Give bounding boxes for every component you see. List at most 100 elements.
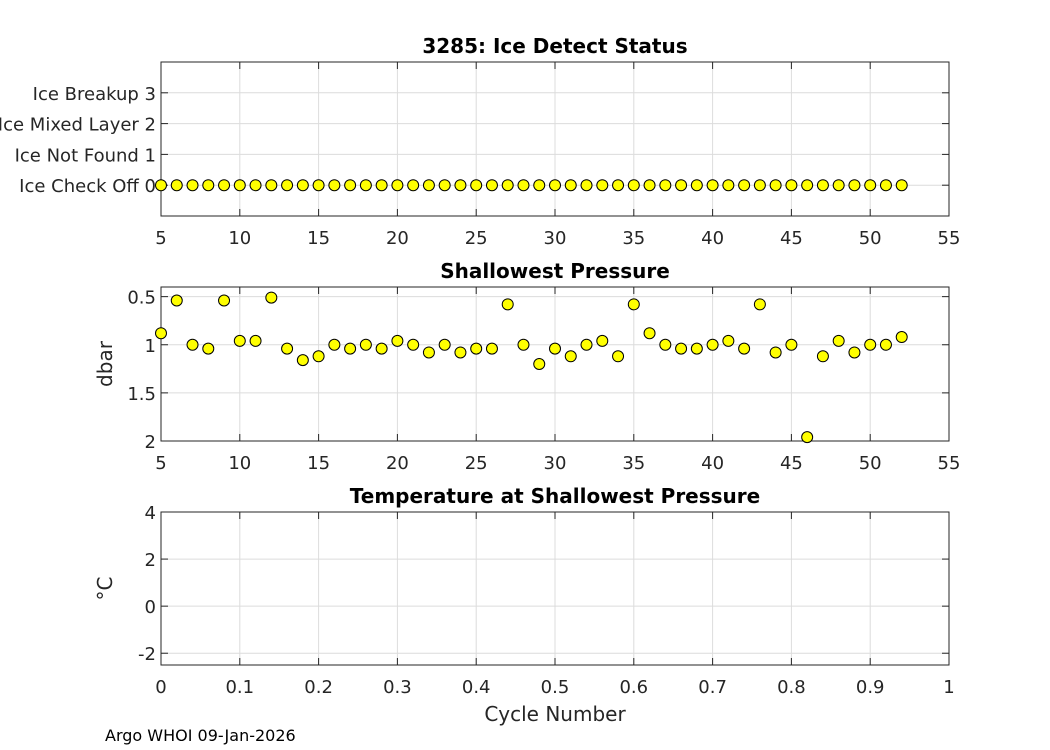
chart-title: 3285: Ice Detect Status (422, 34, 687, 58)
x-tick-label: 0.2 (304, 677, 333, 698)
data-point (596, 179, 609, 192)
data-point (296, 354, 309, 367)
data-point (438, 338, 451, 351)
data-point (832, 334, 845, 347)
y-tick-label: 4 (145, 503, 156, 524)
x-tick-label: 15 (307, 228, 330, 249)
y-tick-label: -2 (138, 644, 156, 665)
data-point (470, 342, 483, 355)
data-point (848, 346, 861, 359)
x-tick-label: 0.1 (225, 677, 254, 698)
y-tick-label: 0.5 (127, 288, 156, 309)
data-point (485, 179, 498, 192)
data-point (879, 338, 892, 351)
x-tick-label: 40 (701, 453, 724, 474)
data-point (470, 179, 483, 192)
footer-credit: Argo WHOI 09-Jan-2026 (105, 726, 296, 745)
x-tick-label: 1 (943, 677, 954, 698)
data-point (155, 327, 167, 340)
y-tick-label: Ice Check Off 0 (19, 176, 156, 197)
x-tick-label: 5 (155, 453, 166, 474)
data-point (407, 179, 420, 192)
data-point (328, 179, 341, 192)
data-point (344, 342, 357, 355)
data-point (832, 179, 845, 192)
data-point (801, 179, 814, 192)
data-point (753, 298, 766, 311)
data-point (375, 179, 388, 192)
y-tick-label: 2 (145, 432, 156, 453)
x-tick-label: 55 (938, 453, 961, 474)
data-point (312, 179, 325, 192)
data-point (627, 298, 640, 311)
data-point (801, 431, 814, 444)
data-point (675, 179, 688, 192)
data-point (659, 338, 672, 351)
data-point (359, 338, 372, 351)
y-tick-label: Ice Not Found 1 (15, 145, 156, 166)
data-point (155, 179, 167, 192)
data-point (359, 179, 372, 192)
x-tick-label: 20 (386, 228, 409, 249)
data-point (202, 342, 215, 355)
data-point (627, 179, 640, 192)
data-point (296, 179, 309, 192)
data-point (170, 179, 183, 192)
data-point (202, 179, 215, 192)
x-tick-label: 0.9 (856, 677, 885, 698)
x-tick-label: 50 (859, 228, 882, 249)
data-point (879, 179, 892, 192)
chart-panel-2: 5 10 15 20 25 30 35 40 45 50 55 0.5 1 1.5 2 Shallowest … (93, 259, 960, 474)
data-point (265, 179, 278, 192)
data-point (422, 179, 435, 192)
x-tick-label: 30 (544, 453, 567, 474)
data-point (281, 342, 294, 355)
x-tick-label: 35 (622, 453, 645, 474)
data-point (769, 179, 782, 192)
data-point (422, 346, 435, 359)
x-tick-label: 0.6 (619, 677, 648, 698)
data-point (186, 179, 199, 192)
data-point (816, 179, 829, 192)
data-point (517, 179, 530, 192)
data-point (249, 179, 262, 192)
data-point (233, 179, 246, 192)
x-tick-label: 25 (465, 453, 488, 474)
data-point (675, 342, 688, 355)
y-tick-label: Ice Mixed Layer 2 (0, 115, 156, 136)
x-tick-label: 50 (859, 453, 882, 474)
data-point (281, 179, 294, 192)
x-tick-label: 0.4 (462, 677, 491, 698)
x-tick-label: 5 (155, 228, 166, 249)
data-point (501, 179, 514, 192)
data-point (690, 342, 703, 355)
data-point (391, 179, 404, 192)
data-point (738, 342, 751, 355)
data-point (344, 179, 357, 192)
x-tick-label: 10 (228, 228, 251, 249)
data-point (375, 342, 388, 355)
data-point (407, 338, 420, 351)
x-tick-label: 25 (465, 228, 488, 249)
data-point (580, 338, 593, 351)
x-tick-label: 15 (307, 453, 330, 474)
data-point (501, 298, 514, 311)
data-point (706, 179, 719, 192)
data-point (816, 350, 829, 363)
x-tick-label: 0.3 (383, 677, 412, 698)
x-tick-label: 10 (228, 453, 251, 474)
data-point (170, 294, 183, 307)
data-point (265, 291, 278, 304)
data-point (517, 338, 530, 351)
x-tick-label: 20 (386, 453, 409, 474)
x-tick-label: 0 (155, 677, 166, 698)
data-point (218, 179, 231, 192)
data-point (564, 350, 577, 363)
data-point (785, 338, 798, 351)
data-point (864, 338, 877, 351)
data-point (895, 179, 908, 192)
data-point (596, 334, 609, 347)
y-tick-label: Ice Breakup 3 (33, 84, 156, 105)
data-point (690, 179, 703, 192)
